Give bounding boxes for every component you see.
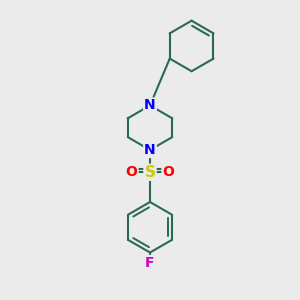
Text: O: O: [163, 165, 174, 179]
Text: S: S: [145, 165, 155, 180]
Text: N: N: [144, 143, 156, 157]
Text: N: N: [144, 98, 156, 112]
Text: O: O: [126, 165, 137, 179]
Text: F: F: [145, 256, 155, 270]
